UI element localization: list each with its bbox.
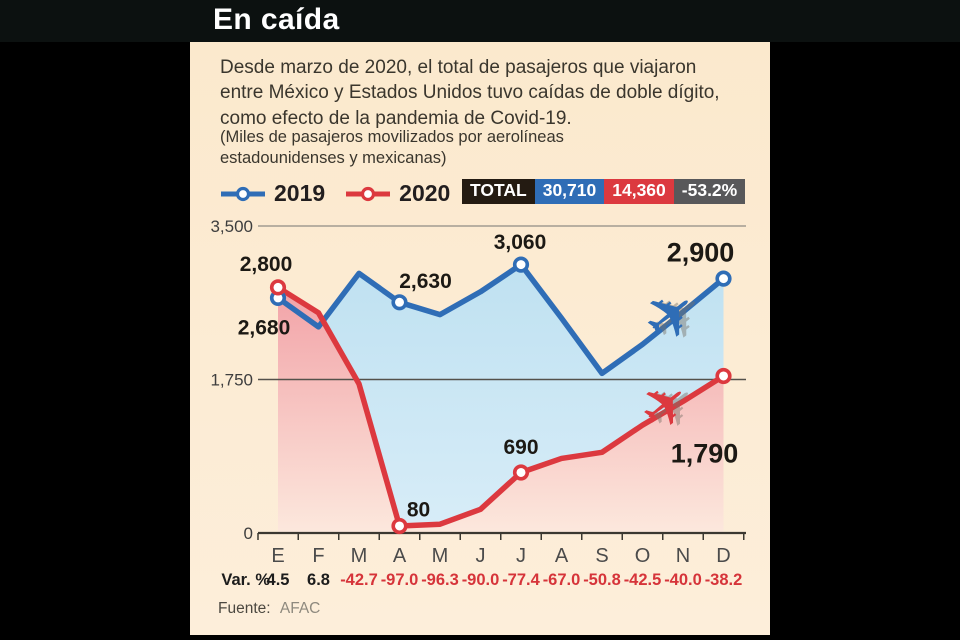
- var-value-5: -90.0: [462, 571, 500, 589]
- area-fill-2020: [278, 287, 724, 533]
- point-label-2019-D: 2,900: [667, 237, 735, 267]
- description-text: Desde marzo de 2020, el total de pasajer…: [220, 57, 720, 129]
- marker-2020-D: [715, 367, 732, 385]
- point-label-2019-J: 3,060: [494, 231, 547, 254]
- var-value-10: -40.0: [664, 571, 702, 589]
- point-label-2020-E: 2,800: [240, 253, 293, 276]
- var-value-6: -77.4: [502, 571, 540, 589]
- legend-label-2019: 2019: [274, 180, 326, 206]
- page-title: En caída: [213, 3, 340, 36]
- marker-2019-J: [512, 256, 530, 273]
- units-note: (Miles de pasajeros movilizados por aero…: [220, 128, 564, 168]
- point-label-2019-A: 2,630: [399, 270, 452, 293]
- legend-label-2020: 2020: [399, 180, 451, 206]
- var-value-3: -97.0: [381, 571, 419, 589]
- marker-2019-A: [391, 294, 408, 311]
- point-label-2020-J: 690: [503, 436, 538, 459]
- marker-2020-J: [512, 464, 530, 481]
- point-label-2020-A: 80: [407, 499, 430, 522]
- var-value-2: -42.7: [340, 571, 378, 589]
- x-axis-label-8: S: [595, 545, 608, 567]
- x-axis-label-1: F: [312, 545, 324, 567]
- total-change-value: -53.2%: [673, 179, 746, 204]
- x-axis-label-6: J: [516, 545, 526, 567]
- y-axis-tick-1750: 1,750: [210, 371, 253, 390]
- x-axis-label-2: M: [351, 545, 368, 567]
- infographic-panel: Desde marzo de 2020, el total de pasajer…: [190, 42, 770, 635]
- x-axis-label-3: A: [393, 545, 407, 567]
- point-label-2020-D: 1,790: [671, 439, 739, 469]
- x-axis-label-7: A: [555, 545, 569, 567]
- line-chart: 0 1,750 3,500 2,680 2,630 3,060 2,900 2,800 80 69…: [210, 217, 746, 589]
- y-axis-tick-0: 0: [244, 524, 253, 543]
- var-value-9: -42.5: [624, 571, 662, 589]
- x-axis-label-0: E: [271, 545, 284, 567]
- chart-legend: 2019 2020: [220, 180, 470, 207]
- totals-bar: TOTAL 30,710 14,360 -53.2%: [462, 179, 746, 204]
- legend-marker-2020-icon: [346, 186, 391, 201]
- total-2019-value: 30,710: [534, 179, 605, 204]
- x-axis-label-9: O: [635, 545, 651, 567]
- marker-2019-D: [715, 270, 732, 287]
- source-label: Fuente:: [218, 600, 271, 617]
- source-line: Fuente: AFAC: [218, 600, 320, 618]
- point-label-2019-E: 2,680: [238, 316, 291, 339]
- var-value-11: -38.2: [705, 571, 743, 589]
- x-axis-label-4: M: [432, 545, 449, 567]
- series-line-2019: [275, 261, 727, 377]
- total-2020-value: 14,360: [604, 179, 674, 204]
- y-axis-tick-3500: 3,500: [210, 217, 253, 236]
- series-line-2020: [275, 284, 727, 529]
- totals-label: TOTAL: [462, 179, 535, 204]
- legend-marker-2019-icon: [221, 186, 265, 201]
- var-row-label: Var. %: [221, 571, 270, 589]
- header-bar: [0, 0, 960, 42]
- var-value-4: -96.3: [421, 571, 459, 589]
- x-axis-label-11: D: [716, 545, 730, 567]
- x-axis-label-5: J: [476, 545, 486, 567]
- var-value-0: 4.5: [267, 571, 290, 589]
- marker-2020-A: [391, 517, 408, 535]
- var-value-8: -50.8: [583, 571, 621, 589]
- x-axis-label-10: N: [676, 545, 690, 567]
- marker-2020-E: [269, 279, 287, 296]
- var-value-1: 6.8: [307, 571, 330, 589]
- source-value: AFAC: [279, 600, 321, 617]
- var-value-7: -67.0: [543, 571, 581, 589]
